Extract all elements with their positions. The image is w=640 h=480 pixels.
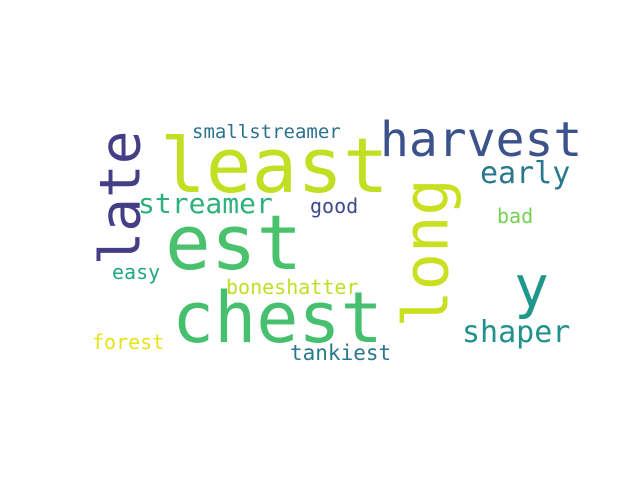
word-early: early (480, 156, 571, 191)
word-est: est (165, 198, 303, 287)
word-smallstreamer: smallstreamer (192, 121, 341, 143)
word-long: long (389, 178, 463, 328)
word-good: good (310, 194, 359, 218)
word-harvest: harvest (380, 112, 583, 168)
word-easy: easy (112, 260, 161, 284)
word-tankiest: tankiest (290, 341, 392, 365)
word-chest: chest (172, 277, 383, 359)
word-forest: forest (92, 330, 165, 354)
word-streamer: streamer (138, 187, 273, 220)
word-bad: bad (497, 204, 534, 228)
word-least: least (160, 121, 389, 210)
word-y: y (514, 253, 549, 321)
word-shaper: shaper (462, 315, 571, 350)
word-boneshatter: boneshatter (226, 275, 359, 299)
